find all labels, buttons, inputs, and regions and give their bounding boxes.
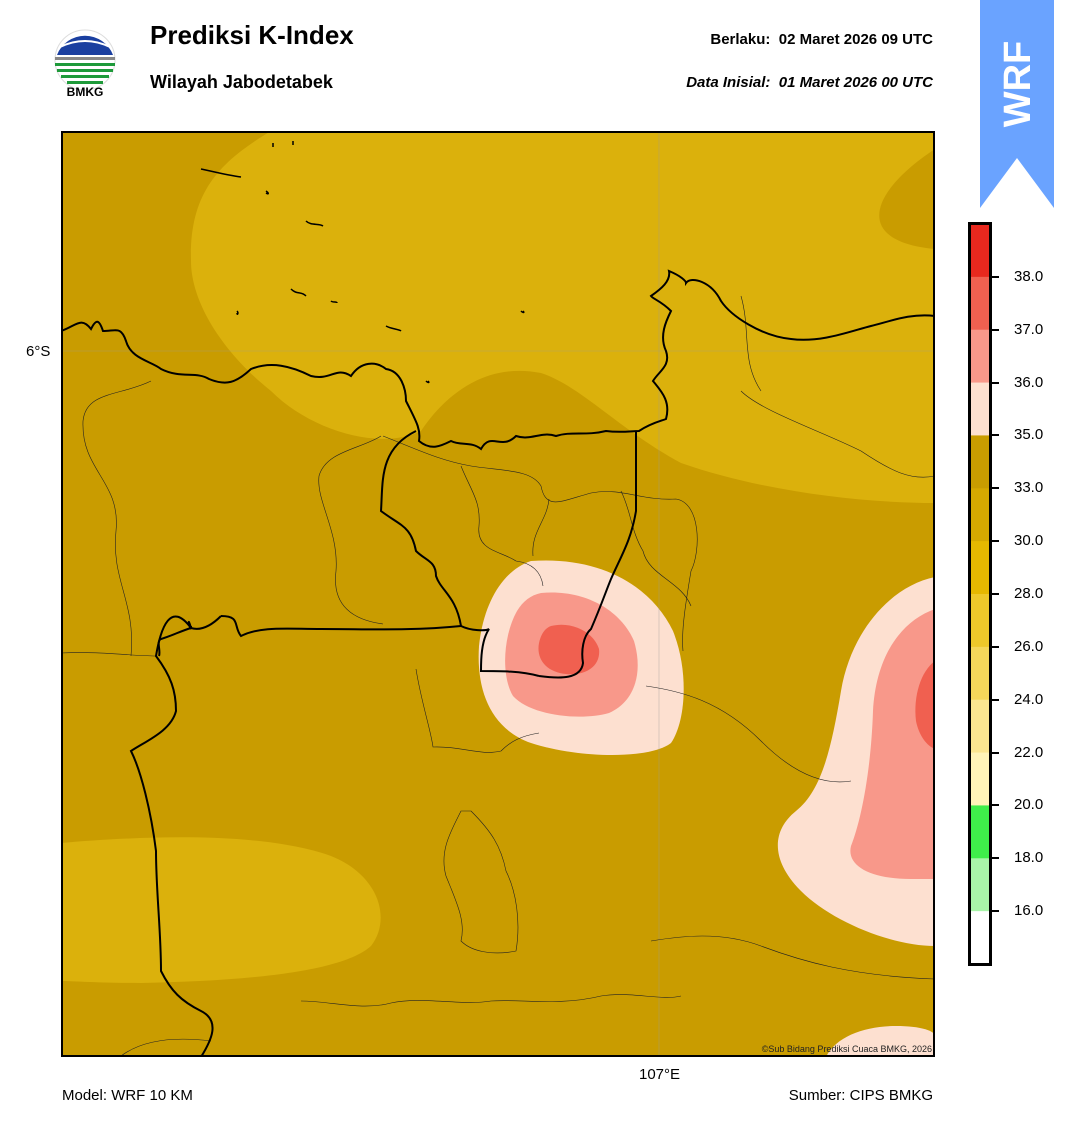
map-subtitle: Wilayah Jabodetabek bbox=[150, 72, 333, 92]
colorbar-bin bbox=[970, 329, 990, 384]
colorbar-tick-label: 36.0 bbox=[1014, 373, 1044, 391]
colorbar-tick-mark bbox=[992, 804, 999, 807]
colorbar-tick-label: 38.0 bbox=[1014, 267, 1044, 285]
wrf-ribbon-icon: WRF bbox=[980, 0, 1054, 208]
colorbar-tick-mark bbox=[992, 645, 999, 648]
colorbar-bin bbox=[970, 752, 990, 806]
colorbar-bin bbox=[970, 435, 990, 489]
latitude-label: 6°S bbox=[26, 343, 51, 360]
colorbar-tick-mark bbox=[992, 593, 999, 595]
init-value: 01 Maret 2026 00 UTC bbox=[778, 74, 933, 91]
colorbar-bin bbox=[970, 541, 990, 595]
colorbar-tick-mark bbox=[992, 328, 999, 331]
logo-text: BMKG bbox=[66, 85, 104, 99]
colorbar-tick-label: 18.0 bbox=[1014, 849, 1044, 867]
colorbar-bin bbox=[970, 382, 990, 436]
islands bbox=[200, 141, 525, 384]
valid-value: 02 Maret 2026 09 UTC bbox=[778, 31, 933, 48]
colorbar-bin bbox=[970, 911, 990, 965]
coastline bbox=[61, 269, 935, 451]
map-frame bbox=[61, 131, 935, 1057]
valid-label: Berlaku: bbox=[710, 31, 771, 48]
colorbar-bin bbox=[970, 224, 990, 278]
bmkg-logo-icon bbox=[54, 29, 116, 91]
model-label: Model: WRF 10 KM bbox=[62, 1087, 193, 1104]
colorbar-bin bbox=[970, 805, 990, 859]
colorbar-tick-mark bbox=[992, 381, 999, 384]
colorbar-tick-mark bbox=[992, 751, 999, 754]
colorbar-tick-label: 35.0 bbox=[1014, 426, 1044, 444]
colorbar-tick-mark bbox=[992, 910, 999, 913]
colorbar-bin bbox=[970, 699, 990, 754]
copyright-text: ©Sub Bidang Prediksi Cuaca BMKG, 2026 bbox=[761, 1044, 932, 1054]
regency-borders bbox=[61, 295, 935, 1057]
field-36-37-east bbox=[850, 609, 935, 879]
colorbar-bin bbox=[970, 646, 990, 701]
colorbar-tick-label: 28.0 bbox=[1014, 585, 1044, 602]
init-time-row: Data Inisial: 01 Maret 2026 00 UTC bbox=[686, 74, 933, 91]
colorbar-tick-label: 16.0 bbox=[1014, 902, 1044, 920]
colorbar-tick-label: 20.0 bbox=[1014, 796, 1044, 814]
colorbar-frame bbox=[968, 222, 992, 966]
colorbar-tick-label: 26.0 bbox=[1014, 637, 1044, 655]
colorbar-tick-mark bbox=[992, 540, 999, 543]
colorbar-tick-label: 30.0 bbox=[1014, 532, 1044, 550]
colorbar-tick-mark bbox=[992, 487, 999, 490]
k-index-colorbar bbox=[968, 222, 992, 966]
field-28-30-southwest bbox=[61, 837, 381, 983]
source-label: Sumber: CIPS BMKG bbox=[788, 1087, 933, 1104]
colorbar-bin bbox=[970, 858, 990, 912]
valid-time-row: Berlaku: 02 Maret 2026 09 UTC bbox=[710, 31, 933, 48]
colorbar-tick-mark bbox=[992, 857, 999, 860]
colorbar-bin bbox=[970, 594, 990, 648]
colorbar-tick-mark bbox=[992, 275, 999, 278]
longitude-label: 107°E bbox=[639, 1066, 681, 1083]
k-index-map bbox=[61, 131, 935, 1057]
colorbar-tick-mark bbox=[992, 698, 999, 701]
map-title: Prediksi K-Index bbox=[150, 20, 354, 50]
province-borders bbox=[129, 430, 638, 1057]
wrf-badge-text: WRF bbox=[997, 41, 1039, 128]
colorbar-tick-label: 37.0 bbox=[1014, 320, 1044, 338]
colorbar-tick-label: 22.0 bbox=[1014, 743, 1044, 761]
colorbar-tick-label: 24.0 bbox=[1014, 690, 1044, 708]
field-35-36-southeast bbox=[826, 1026, 935, 1057]
field-37-38-east bbox=[915, 661, 935, 749]
colorbar-tick-mark bbox=[992, 434, 999, 437]
colorbar-bin bbox=[970, 276, 990, 331]
init-label: Data Inisial: bbox=[686, 74, 771, 91]
colorbar-tick-label: 33.0 bbox=[1014, 479, 1044, 497]
field-37-38-center bbox=[538, 624, 600, 675]
field-28-30-north bbox=[190, 131, 935, 503]
colorbar-bin bbox=[970, 488, 990, 542]
